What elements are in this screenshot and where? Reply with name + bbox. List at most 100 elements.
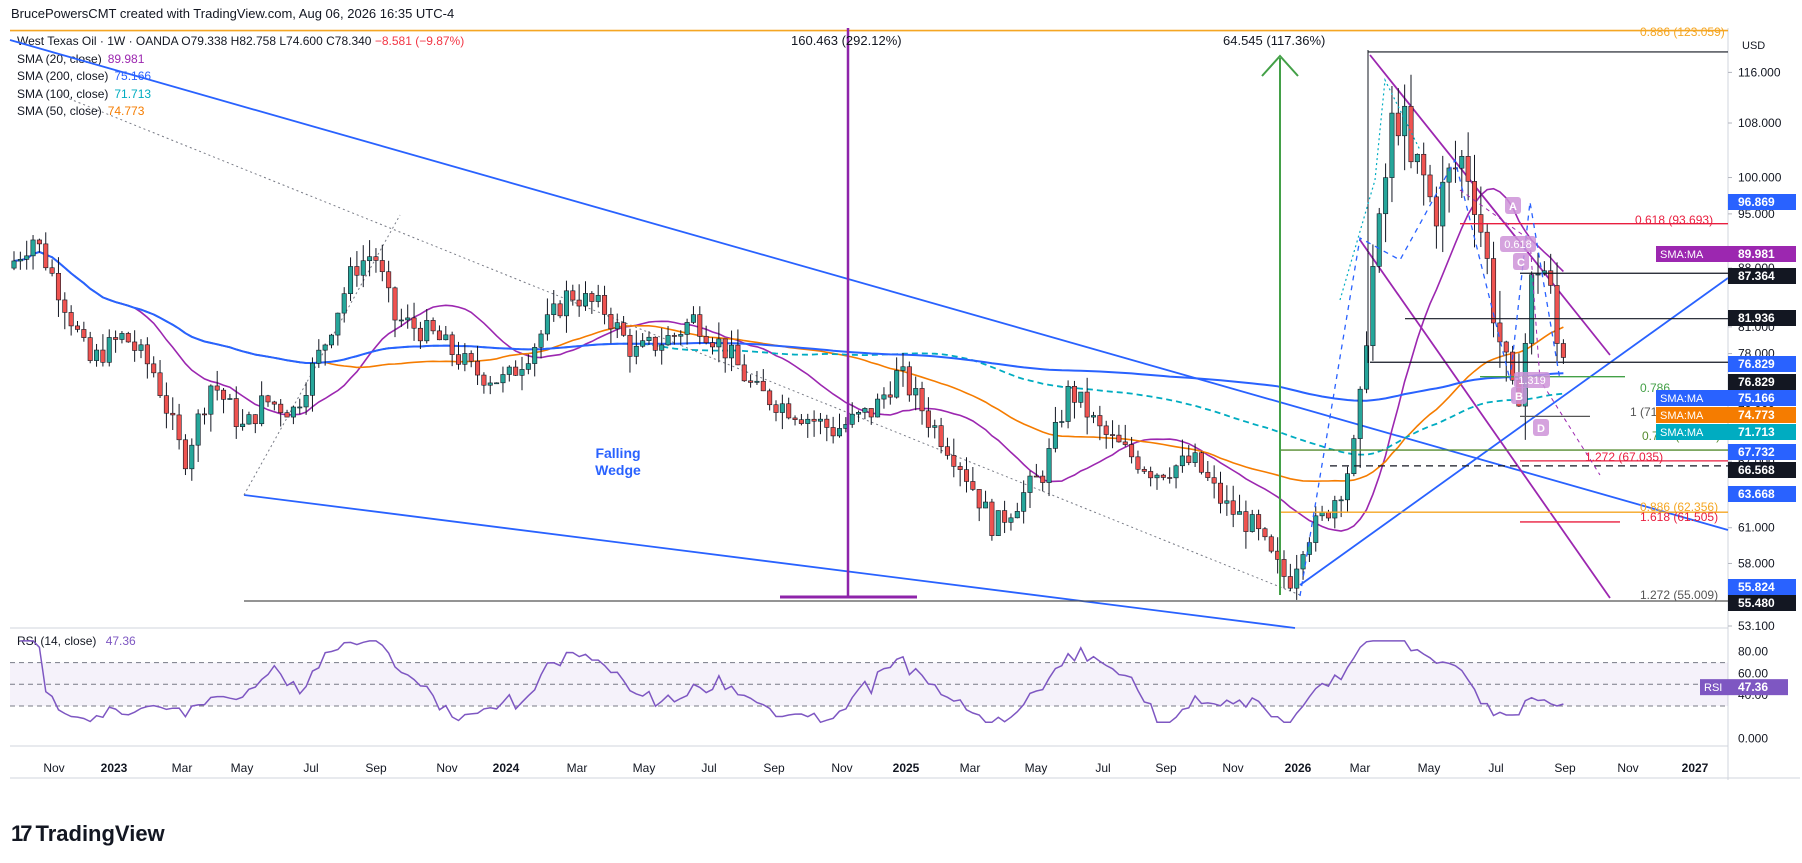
time-tick-label: Sep <box>1554 761 1576 775</box>
candle-up <box>119 333 125 340</box>
time-tick-label: Sep <box>763 761 785 775</box>
candle-up <box>1021 492 1027 512</box>
rsi-tag-bg <box>1700 679 1728 696</box>
candle-up <box>595 295 601 302</box>
price-tick-label: 95.000 <box>1738 207 1775 221</box>
candle-down <box>1071 386 1077 403</box>
price-label-bg <box>1728 444 1796 460</box>
candle-down <box>170 412 176 416</box>
candle-down <box>792 417 798 420</box>
candle-down <box>1230 500 1236 515</box>
rsi-tick-label: 80.00 <box>1738 645 1768 659</box>
time-tick-label: Nov <box>1222 761 1243 775</box>
legend-sma200[interactable]: SMA (200, close) 75.166 <box>17 68 464 86</box>
price-label-value: 96.869 <box>1738 195 1775 209</box>
candle-down <box>703 336 709 343</box>
candle-down <box>1268 536 1274 552</box>
candle-up <box>500 374 506 384</box>
price-label-bg <box>1728 595 1796 611</box>
candle-up <box>995 510 1001 536</box>
candle-down <box>411 317 417 329</box>
candle-down <box>1427 174 1433 198</box>
wedge-lower-line <box>243 494 1296 629</box>
candle-down <box>113 337 119 340</box>
price-label-value: 76.829 <box>1738 375 1775 389</box>
candle-up <box>1402 105 1408 137</box>
candle-up <box>646 336 652 341</box>
candle-up <box>94 349 100 361</box>
candle-up <box>849 413 855 425</box>
ohlc-high: H82.758 <box>230 34 277 48</box>
time-tick-label: 2023 <box>101 761 128 775</box>
candle-down <box>278 403 284 413</box>
ratio-label-1319: 1.319 <box>1518 375 1546 387</box>
candle-down <box>786 403 792 419</box>
time-tick-label: 2025 <box>893 761 920 775</box>
candle-down <box>709 342 715 348</box>
fib-label: 1.618 (61.505) <box>1640 510 1718 524</box>
candle-down <box>81 329 87 338</box>
symbol-line[interactable]: West Texas Oil · 1W · OANDA O79.338 H82.… <box>17 33 464 51</box>
candle-down <box>1148 471 1154 479</box>
price-label-bg <box>1728 407 1796 423</box>
candle-up <box>1313 515 1319 543</box>
price-label-value: 76.829 <box>1738 357 1775 371</box>
ohlc-open: O79.338 <box>181 34 228 48</box>
time-tick-label: Nov <box>1617 761 1638 775</box>
candle-down <box>1103 425 1109 435</box>
candle-down <box>798 419 804 424</box>
candle-up <box>316 349 322 364</box>
candle-down <box>824 418 830 428</box>
rsi-legend-value: 47.36 <box>105 634 136 648</box>
candle-up <box>208 385 214 415</box>
time-tick-label: Jul <box>303 761 318 775</box>
ohlc-close: C78.340 <box>326 34 372 48</box>
time-tick-label: 2024 <box>493 761 520 775</box>
candle-up <box>817 418 823 422</box>
candle-down <box>252 414 258 425</box>
ratio-bg <box>1514 372 1550 388</box>
candle-up <box>1059 421 1065 423</box>
candle-down <box>1141 468 1147 472</box>
candle-down <box>735 344 741 366</box>
candle-up <box>805 418 811 424</box>
tradingview-logo[interactable]: 17 TradingView <box>11 821 165 847</box>
candle-down <box>475 360 481 376</box>
price-label-value: 74.773 <box>1738 408 1775 422</box>
candle-up <box>106 337 112 363</box>
legend-label: SMA (200, close) <box>17 69 109 83</box>
candle-down <box>919 388 925 412</box>
legend-sma100[interactable]: SMA (100, close) 71.713 <box>17 86 464 104</box>
ohlc-low: L74.600 <box>279 34 323 48</box>
candle-down <box>1548 270 1554 286</box>
candle-up <box>290 406 296 418</box>
indicator-tag-bg <box>1656 407 1728 423</box>
candle-down <box>906 366 912 396</box>
candle-up <box>1389 112 1395 178</box>
time-tick-label: Mar <box>172 761 193 775</box>
legend-sma50[interactable]: SMA (50, close) 74.773 <box>17 103 464 121</box>
legend-sma20[interactable]: SMA (20, close) 89.981 <box>17 51 464 69</box>
indicator-tag-label: SMA:MA <box>1660 410 1704 422</box>
price-label-bg <box>1728 310 1796 326</box>
candle-down <box>811 418 817 422</box>
candle-down <box>379 260 385 273</box>
fib-label: 1.272 (67.035) <box>1585 450 1663 464</box>
falling-wedge-label: Falling <box>595 445 640 461</box>
rsi-tick-label: 60.00 <box>1738 666 1768 680</box>
candle-up <box>328 334 334 346</box>
candle-down <box>1287 576 1293 589</box>
candle-down <box>976 489 982 509</box>
candle-down <box>773 404 779 413</box>
sma-50-line <box>13 251 1564 483</box>
price-label-value: 55.480 <box>1738 596 1775 610</box>
price-label-value: 67.732 <box>1738 445 1775 459</box>
pattern-point-c-bg <box>1513 253 1529 270</box>
candle-up <box>1338 499 1344 502</box>
candle-down <box>963 469 969 482</box>
price-label-bg <box>1728 268 1796 284</box>
candle-down <box>1205 471 1211 478</box>
candle-up <box>856 411 862 415</box>
candle-up <box>487 382 493 386</box>
